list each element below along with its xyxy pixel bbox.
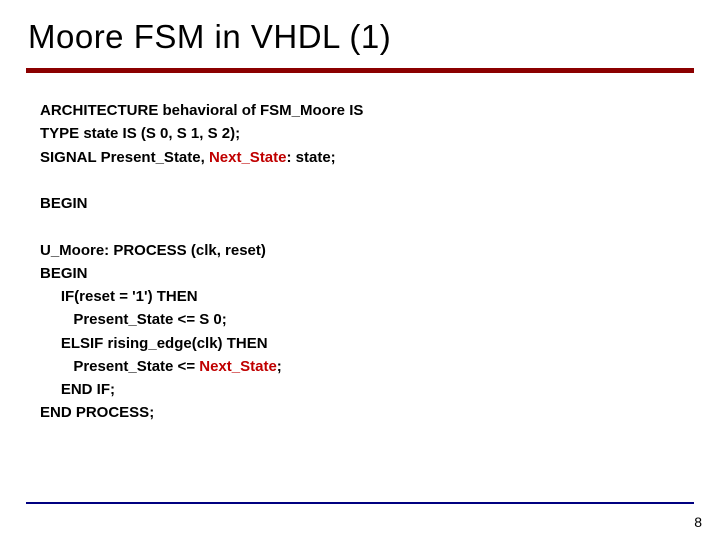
code-text: Present_State <= xyxy=(40,358,199,375)
code-line: BEGIN xyxy=(40,262,692,285)
code-text: ; xyxy=(277,358,282,375)
code-line: ELSIF rising_edge(clk) THEN xyxy=(40,332,692,355)
code-line: IF(reset = '1') THEN xyxy=(40,285,692,308)
code-line: END IF; xyxy=(40,378,692,401)
code-line: SIGNAL Present_State, Next_State: state; xyxy=(40,146,692,169)
code-block: ARCHITECTURE behavioral of FSM_Moore IS … xyxy=(28,99,692,425)
code-line: END PROCESS; xyxy=(40,401,692,424)
code-line: Present_State <= S 0; xyxy=(40,308,692,331)
code-highlight: Next_State xyxy=(199,358,277,375)
code-line: BEGIN xyxy=(40,192,692,215)
code-highlight: Next_State xyxy=(209,149,287,166)
bottom-rule xyxy=(26,502,694,504)
code-line: ARCHITECTURE behavioral of FSM_Moore IS xyxy=(40,99,692,122)
page-number: 8 xyxy=(694,514,702,530)
slide-title: Moore FSM in VHDL (1) xyxy=(28,18,692,56)
code-text: : state; xyxy=(287,149,336,166)
code-text: SIGNAL Present_State, xyxy=(40,149,209,166)
code-blank xyxy=(40,169,692,192)
code-line: Present_State <= Next_State; xyxy=(40,355,692,378)
slide-container: Moore FSM in VHDL (1) ARCHITECTURE behav… xyxy=(0,0,720,540)
code-line: TYPE state IS (S 0, S 1, S 2); xyxy=(40,122,692,145)
code-blank xyxy=(40,215,692,238)
title-underline xyxy=(26,68,694,73)
code-line: U_Moore: PROCESS (clk, reset) xyxy=(40,239,692,262)
